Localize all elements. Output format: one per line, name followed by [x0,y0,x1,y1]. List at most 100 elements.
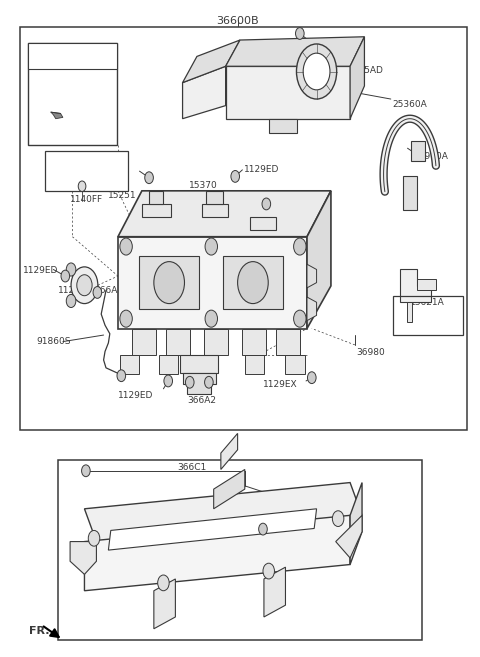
Polygon shape [84,515,350,591]
Bar [28,43,117,69]
Bar [58,460,422,640]
Polygon shape [407,302,412,322]
Polygon shape [250,217,276,230]
Circle shape [120,238,132,255]
Circle shape [66,294,76,307]
Bar [411,141,425,161]
Polygon shape [307,264,317,288]
Text: 1129ED: 1129ED [273,196,308,205]
Polygon shape [84,483,362,541]
Polygon shape [417,279,436,290]
Polygon shape [51,112,63,119]
Polygon shape [182,373,216,394]
Circle shape [145,172,154,183]
Text: 1129ED: 1129ED [118,391,153,400]
Bar [20,27,468,430]
Circle shape [185,376,194,388]
Circle shape [164,375,172,387]
Polygon shape [158,355,178,374]
Circle shape [259,523,267,535]
Text: 15251: 15251 [108,191,137,200]
Text: 366A1: 366A1 [95,286,124,295]
Polygon shape [180,355,218,373]
Polygon shape [204,328,228,355]
Bar [403,176,417,210]
Polygon shape [350,37,364,119]
Text: 1140FF: 1140FF [70,166,103,174]
Text: 36607: 36607 [276,490,305,499]
Polygon shape [307,191,331,328]
Polygon shape [206,191,223,204]
Text: 36600B: 36600B [216,16,259,26]
Polygon shape [350,483,362,564]
Circle shape [78,181,86,191]
Polygon shape [166,328,190,355]
Polygon shape [132,328,156,355]
Text: 15370: 15370 [189,181,217,190]
Circle shape [297,44,336,99]
Bar [393,296,463,335]
Polygon shape [226,66,350,119]
Polygon shape [149,191,163,204]
Text: 366A0: 366A0 [253,214,282,223]
Polygon shape [245,355,264,374]
Polygon shape [182,66,226,119]
Bar [28,43,117,145]
Circle shape [77,275,92,296]
Text: 1129ED: 1129ED [58,286,94,295]
Text: 36970A: 36970A [413,152,448,161]
Circle shape [205,310,217,327]
Circle shape [294,238,306,255]
Text: 36613: 36613 [56,132,87,142]
Polygon shape [140,256,199,309]
Circle shape [262,198,271,210]
Polygon shape [70,541,96,574]
Text: 1129ED: 1129ED [244,166,279,174]
Text: 1129EX: 1129EX [263,380,298,389]
Polygon shape [307,297,317,321]
Circle shape [93,286,102,298]
Text: 366C1: 366C1 [177,463,206,472]
Text: 36980: 36980 [356,348,384,357]
Text: 91860S: 91860S [36,337,71,346]
Text: FR.: FR. [29,626,50,637]
Circle shape [308,372,316,384]
Circle shape [332,510,344,526]
Text: 1125AD: 1125AD [348,66,384,76]
Polygon shape [400,269,432,302]
Circle shape [88,530,100,546]
Circle shape [61,270,70,282]
Text: 1140FF: 1140FF [70,195,103,204]
Polygon shape [118,237,307,328]
Circle shape [66,263,76,276]
Circle shape [238,261,268,304]
Polygon shape [214,470,245,509]
Polygon shape [226,37,364,66]
Bar [45,152,129,191]
Text: 1129ED: 1129ED [23,266,59,275]
Circle shape [157,575,169,591]
Circle shape [154,261,184,304]
Text: 1129ED: 1129ED [88,165,124,173]
Circle shape [82,465,90,477]
Text: 13621A: 13621A [410,298,445,307]
Polygon shape [120,355,140,374]
Polygon shape [276,328,300,355]
Polygon shape [118,191,331,237]
Circle shape [205,238,217,255]
Text: 1125KE: 1125KE [285,530,319,539]
Polygon shape [269,119,298,133]
Circle shape [120,310,132,327]
Polygon shape [142,204,170,217]
Polygon shape [242,328,266,355]
Text: 36613: 36613 [57,55,88,64]
Polygon shape [182,40,240,83]
Text: 366A2: 366A2 [187,396,216,405]
Text: 25360A: 25360A [392,100,427,109]
Polygon shape [154,579,175,629]
Polygon shape [264,567,286,617]
Polygon shape [286,355,305,374]
Polygon shape [223,256,283,309]
Polygon shape [221,434,238,470]
Circle shape [231,171,240,182]
